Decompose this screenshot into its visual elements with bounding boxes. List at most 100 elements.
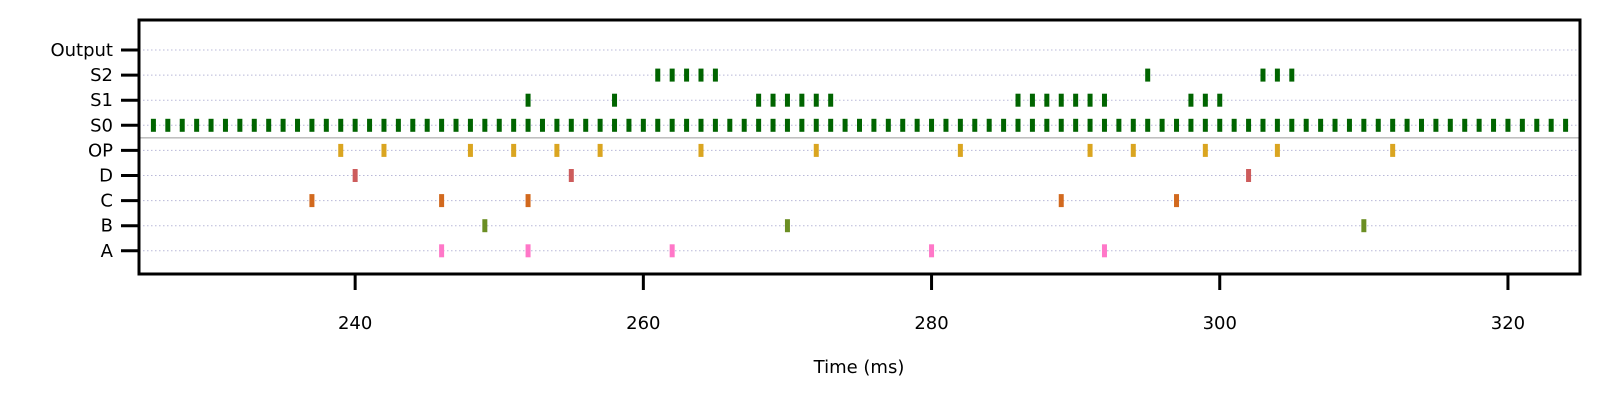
spike-s0 — [1015, 118, 1021, 132]
spike-s0 — [957, 118, 963, 132]
spike-s2 — [669, 68, 675, 82]
spike-s0 — [583, 118, 589, 132]
spike-op — [338, 143, 344, 157]
spike-op — [698, 143, 704, 157]
spike-s0 — [280, 118, 286, 132]
spike-c — [439, 194, 445, 208]
spike-s0 — [1029, 118, 1035, 132]
spike-s0 — [1087, 118, 1093, 132]
spike-s0 — [1563, 118, 1569, 132]
spike-s0 — [309, 118, 315, 132]
spike-s0 — [395, 118, 401, 132]
spike-op — [511, 143, 517, 157]
spike-s1 — [1202, 93, 1208, 107]
spike-s0 — [1404, 118, 1410, 132]
spike-s0 — [338, 118, 344, 132]
spike-c — [525, 194, 531, 208]
spike-s0 — [698, 118, 704, 132]
spike-s0 — [1332, 118, 1338, 132]
spike-s1 — [1101, 93, 1107, 107]
spike-s0 — [1462, 118, 1468, 132]
y-tick-label-op: OP — [88, 140, 113, 161]
spike-s0 — [1188, 118, 1194, 132]
spike-s0 — [1231, 118, 1237, 132]
spike-op — [813, 143, 819, 157]
spike-a — [669, 244, 675, 258]
spike-s0 — [439, 118, 445, 132]
spike-s2 — [698, 68, 704, 82]
spike-s0 — [1375, 118, 1381, 132]
spike-s0 — [770, 118, 776, 132]
spike-s0 — [612, 118, 618, 132]
spike-s0 — [943, 118, 949, 132]
spike-s1 — [1188, 93, 1194, 107]
spike-a — [525, 244, 531, 258]
spike-s0 — [237, 118, 243, 132]
spike-s0 — [1260, 118, 1266, 132]
spike-s0 — [381, 118, 387, 132]
spike-s0 — [1044, 118, 1050, 132]
marks-layer — [150, 68, 1569, 258]
spike-s0 — [1548, 118, 1554, 132]
spike-s0 — [1001, 118, 1007, 132]
spike-a — [1101, 244, 1107, 258]
spike-s2 — [1289, 68, 1295, 82]
spike-c — [1058, 194, 1064, 208]
spike-c — [1174, 194, 1180, 208]
spike-s0 — [1346, 118, 1352, 132]
spike-s0 — [1246, 118, 1252, 132]
spike-s0 — [150, 118, 156, 132]
spike-op — [1087, 143, 1093, 157]
spike-s0 — [597, 118, 603, 132]
spike-s0 — [871, 118, 877, 132]
spike-s0 — [655, 118, 661, 132]
spike-s0 — [900, 118, 906, 132]
spike-op — [597, 143, 603, 157]
spike-s2 — [1145, 68, 1151, 82]
spike-s0 — [208, 118, 214, 132]
spike-s0 — [467, 118, 473, 132]
spike-s0 — [525, 118, 531, 132]
y-tick-label-c: C — [100, 191, 113, 212]
spike-s0 — [1476, 118, 1482, 132]
spike-s0 — [712, 118, 718, 132]
spike-s0 — [914, 118, 920, 132]
spike-s0 — [1519, 118, 1525, 132]
spike-s0 — [986, 118, 992, 132]
spike-s0 — [669, 118, 675, 132]
x-tick-label-320: 320 — [1491, 313, 1525, 334]
x-tick-label-280: 280 — [914, 313, 948, 334]
spike-d — [1246, 169, 1252, 182]
spike-s1 — [784, 93, 790, 107]
spike-s0 — [323, 118, 329, 132]
spike-s0 — [194, 118, 200, 132]
spike-s2 — [1260, 68, 1266, 82]
plot-frame — [137, 18, 1582, 276]
spike-op — [1274, 143, 1280, 157]
spike-s0 — [179, 118, 185, 132]
spike-s0 — [828, 118, 834, 132]
spike-s0 — [352, 118, 358, 132]
spike-b — [1361, 219, 1367, 233]
spike-s0 — [1418, 118, 1424, 132]
x-tick-label-240: 240 — [338, 313, 372, 334]
spike-s0 — [799, 118, 805, 132]
spike-s0 — [1073, 118, 1079, 132]
spike-s2 — [684, 68, 690, 82]
spike-a — [439, 244, 445, 258]
spike-s0 — [929, 118, 935, 132]
spike-s0 — [1318, 118, 1324, 132]
spike-s0 — [1058, 118, 1064, 132]
spike-b — [784, 219, 790, 233]
spike-s0 — [1130, 118, 1136, 132]
spike-s1 — [1015, 93, 1021, 107]
spike-s0 — [453, 118, 459, 132]
y-tick-label-output: Output — [50, 40, 113, 61]
spike-s0 — [251, 118, 257, 132]
spike-s0 — [1145, 118, 1151, 132]
spike-s0 — [784, 118, 790, 132]
spike-b — [482, 219, 488, 233]
